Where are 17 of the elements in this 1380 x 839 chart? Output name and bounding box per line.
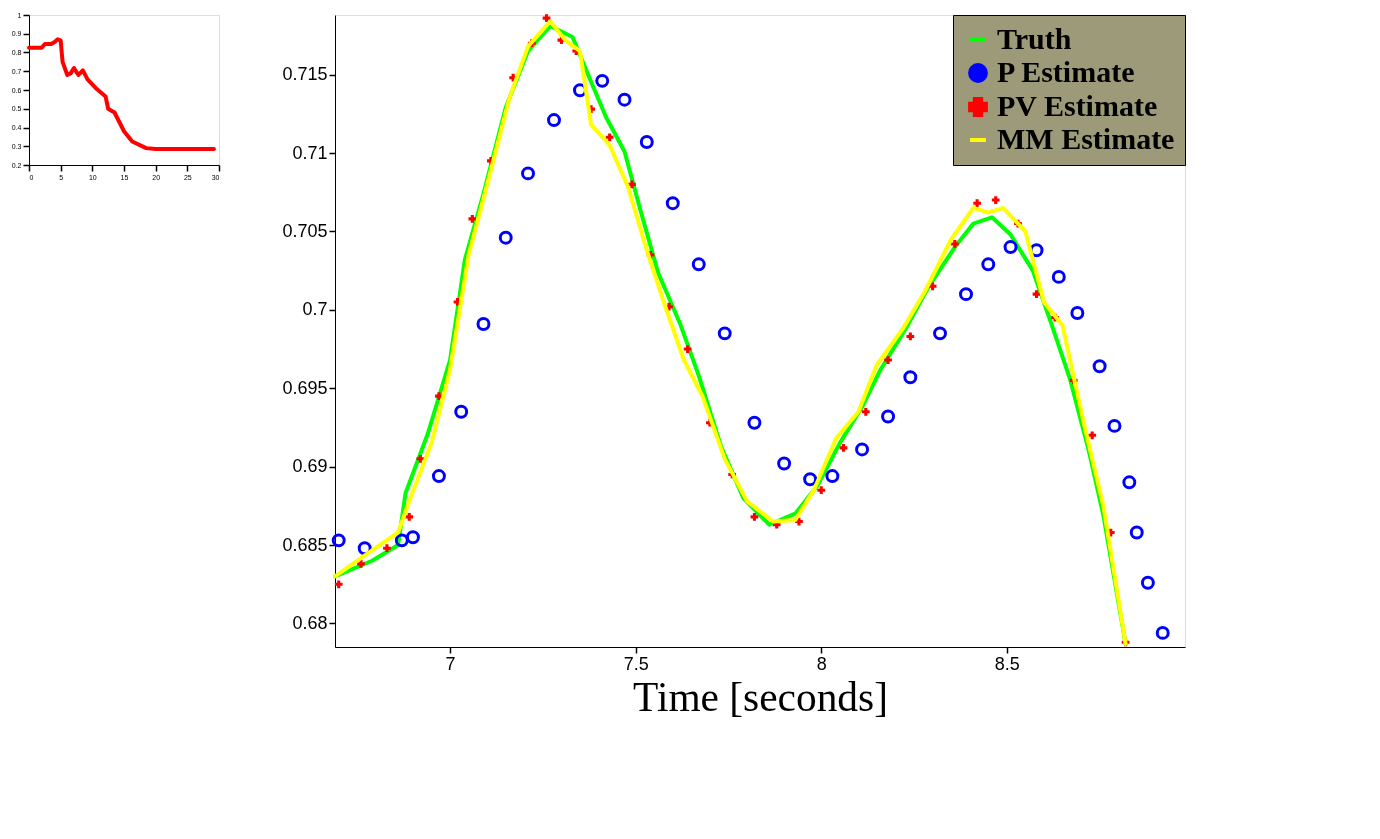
x-tick-label: 7	[445, 653, 456, 674]
x-tick-label: 7.5	[623, 653, 649, 674]
y-tick-label: 0.68	[292, 612, 328, 633]
y-tick-label: 0.705	[282, 220, 328, 241]
y-tick-label: 0.71	[292, 142, 328, 163]
x-axis-title: Time [seconds]	[633, 673, 888, 720]
x-tick-label: 8.5	[994, 653, 1020, 674]
legend-label: Truth	[997, 22, 1072, 55]
legend-label: P Estimate	[997, 55, 1135, 88]
y-tick-label: 0.695	[282, 377, 328, 398]
y-tick-label: 0.685	[282, 534, 328, 555]
y-tick-label: 0.69	[292, 456, 328, 477]
y-tick-label: 0.715	[282, 64, 328, 85]
legend-label: MM Estimate	[997, 122, 1175, 155]
y-tick-label: 0.7	[302, 299, 328, 320]
x-tick-label: 8	[816, 653, 827, 674]
legend-label: PV Estimate	[997, 89, 1158, 122]
